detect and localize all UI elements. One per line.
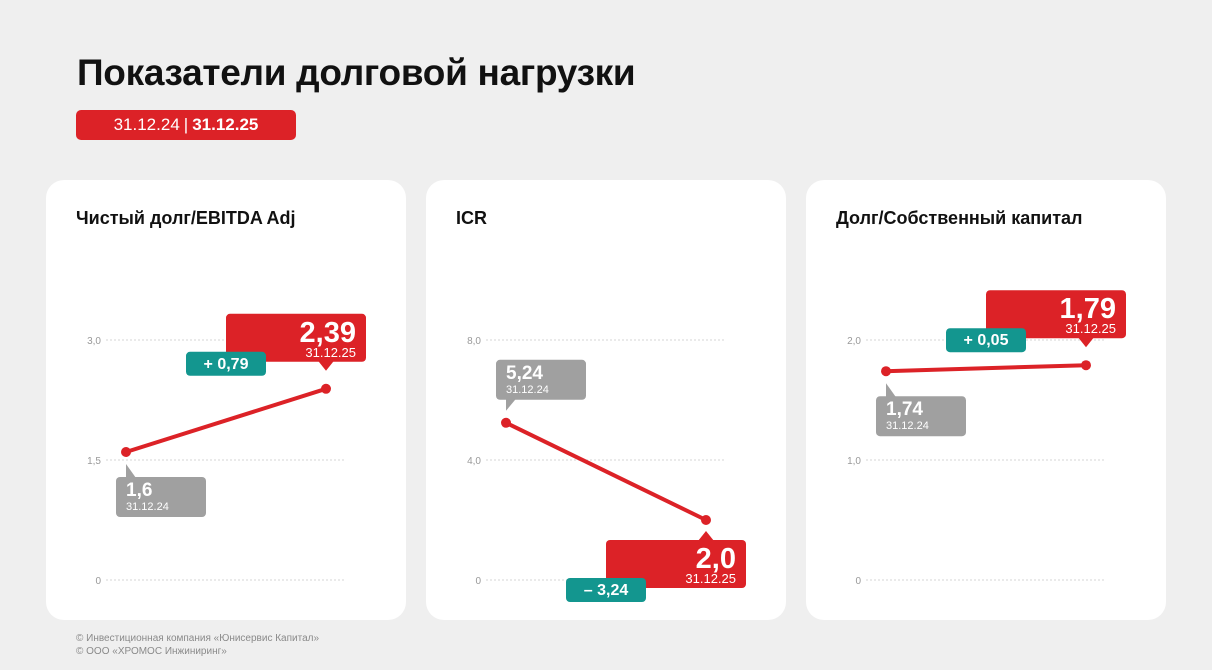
y-tick-label: 3,0 [87, 336, 101, 347]
period-to: 31.12.25 [192, 115, 259, 134]
chart-title: Чистый долг/EBITDA Adj [76, 208, 296, 228]
current-value: 1,79 [1060, 293, 1116, 325]
y-tick-label: 1,5 [87, 456, 101, 467]
y-tick-label: 0 [95, 576, 101, 587]
previous-value-callout [876, 396, 966, 437]
current-value: 2,39 [300, 317, 356, 349]
chart-card-net-debt-ebitda: Чистый долг/EBITDA Adj 0 1,5 3,0 1,6 31.12.2… [46, 180, 406, 620]
y-tick-label: 4,0 [467, 456, 481, 467]
delta-value: – 3,24 [584, 582, 629, 599]
data-point [321, 383, 331, 394]
previous-value: 5,24 [506, 363, 543, 384]
footer-line: © ООО «ХРОМОС Инжиниринг» [76, 646, 227, 657]
current-value-callout [986, 290, 1126, 339]
y-tick-label: 1,0 [847, 456, 861, 467]
previous-value-callout [496, 359, 586, 400]
previous-value: 1,6 [126, 480, 152, 501]
footer: © Инвестиционная компания «Юнисервис Кап… [76, 632, 319, 658]
current-date: 31.12.25 [305, 345, 356, 360]
callout-tail [506, 398, 516, 411]
chart-title: ICR [456, 208, 487, 228]
callout-tail [318, 360, 334, 371]
data-point [1081, 360, 1091, 371]
y-tick-label: 0 [855, 576, 861, 587]
previous-date: 31.12.24 [126, 501, 169, 513]
footer-line: © Инвестиционная компания «Юнисервис Кап… [76, 633, 320, 644]
callout-tail [698, 531, 714, 541]
current-value-callout [226, 313, 366, 362]
y-tick-label: 8,0 [467, 336, 481, 347]
data-point [701, 515, 711, 525]
delta-badge [566, 578, 646, 602]
data-point [881, 366, 891, 377]
y-tick-label: 2,0 [847, 336, 861, 347]
chart-card-debt-equity: Долг/Собственный капитал 0 1,0 2,0 1,74 31.1… [806, 180, 1166, 620]
series-line [505, 421, 707, 522]
current-value: 2,0 [696, 543, 736, 575]
y-tick-label: 0 [475, 576, 481, 587]
period-separator: | [183, 115, 189, 134]
delta-badge [186, 351, 266, 376]
chart-title: Долг/Собственный капитал [836, 208, 1083, 228]
previous-value: 1,74 [886, 399, 923, 420]
data-point [501, 417, 511, 428]
callout-tail [1078, 337, 1094, 348]
current-date: 31.12.25 [1065, 321, 1116, 336]
delta-value: + 0,79 [204, 356, 249, 373]
callout-tail [126, 464, 136, 478]
callout-tail [886, 383, 896, 398]
series-line [125, 386, 327, 454]
series-line [885, 363, 1087, 374]
page-title: Показатели долговой нагрузки [77, 52, 636, 93]
current-value-callout [606, 540, 746, 588]
previous-date: 31.12.24 [506, 384, 549, 396]
previous-value-callout [116, 477, 206, 517]
delta-badge [946, 328, 1026, 353]
period-from: 31.12.24 [113, 115, 180, 134]
previous-date: 31.12.24 [886, 420, 929, 432]
delta-value: + 0,05 [964, 332, 1009, 349]
current-date: 31.12.25 [685, 571, 736, 586]
chart-card-icr: ICR 0 4,0 8,0 5,24 31.12.24 2,0 31.12.25 – 3,24 [426, 180, 786, 620]
data-point [121, 447, 131, 457]
period-badge: 31.12.24 | 31.12.25 [76, 110, 296, 140]
